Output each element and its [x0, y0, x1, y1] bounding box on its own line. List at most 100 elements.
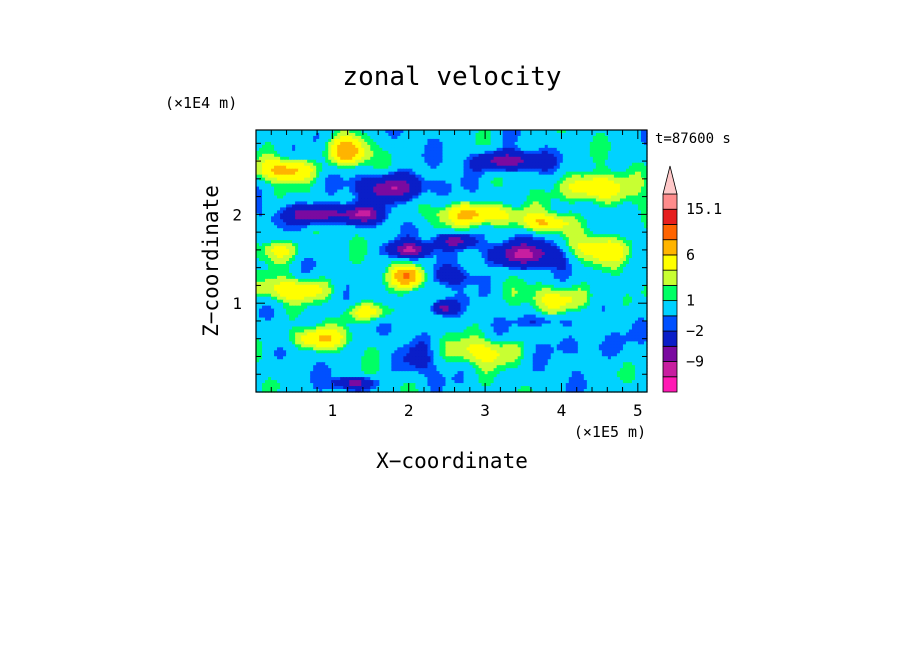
- heatmap-cell: [277, 192, 281, 197]
- heatmap-cell: [397, 144, 401, 149]
- heatmap-cell: [322, 192, 326, 197]
- heatmap-cell: [301, 168, 305, 173]
- heatmap-cell: [556, 231, 561, 235]
- heatmap-cell: [391, 159, 395, 164]
- heatmap-cell: [556, 237, 561, 241]
- heatmap-cell: [325, 195, 329, 200]
- heatmap-cell: [541, 219, 546, 223]
- heatmap-cell: [589, 141, 594, 146]
- heatmap-cell: [364, 130, 368, 134]
- heatmap-cell: [391, 144, 395, 149]
- heatmap-cell: [274, 165, 278, 170]
- heatmap-cell: [574, 216, 579, 220]
- heatmap-cell: [427, 216, 432, 220]
- heatmap-cell: [277, 207, 281, 211]
- heatmap-cell: [589, 174, 594, 179]
- heatmap-cell: [610, 135, 615, 140]
- heatmap-cell: [322, 141, 326, 146]
- heatmap-cell: [310, 180, 314, 185]
- heatmap-cell: [457, 192, 462, 197]
- heatmap-cell: [382, 216, 386, 220]
- heatmap-cell: [355, 177, 359, 182]
- heatmap-cell: [478, 150, 483, 155]
- heatmap-cell: [586, 204, 591, 209]
- heatmap-cell: [619, 156, 624, 161]
- heatmap-cell: [586, 138, 591, 143]
- heatmap-cell: [445, 237, 450, 241]
- heatmap-cell: [310, 219, 314, 223]
- heatmap-cell: [604, 156, 609, 161]
- heatmap-cell: [397, 162, 401, 167]
- heatmap-cell: [403, 192, 407, 197]
- heatmap-cell: [256, 156, 260, 161]
- heatmap-cell: [619, 210, 624, 214]
- heatmap-cell: [511, 165, 516, 170]
- heatmap-cell: [388, 222, 392, 226]
- heatmap-cell: [421, 171, 426, 176]
- heatmap-cell: [511, 135, 516, 140]
- heatmap-cell: [259, 171, 263, 176]
- heatmap-cell: [310, 135, 314, 140]
- heatmap-cell: [376, 204, 380, 209]
- heatmap-cell: [265, 180, 269, 185]
- heatmap-cell: [496, 237, 501, 241]
- heatmap-cell: [430, 186, 435, 191]
- heatmap-cell: [454, 198, 459, 203]
- heatmap-cell: [385, 138, 389, 143]
- heatmap-cell: [400, 141, 404, 146]
- heatmap-cell: [607, 189, 612, 194]
- heatmap-cell: [313, 141, 317, 146]
- heatmap-cell: [541, 183, 546, 188]
- heatmap-cell: [505, 177, 510, 182]
- heatmap-cell: [517, 174, 522, 179]
- heatmap-cell: [379, 219, 383, 223]
- heatmap-cell: [343, 147, 347, 152]
- heatmap-cell: [553, 225, 558, 229]
- heatmap-cell: [514, 189, 519, 194]
- heatmap-cell: [415, 141, 420, 146]
- heatmap-cell: [418, 168, 423, 173]
- heatmap-cell: [484, 138, 489, 143]
- heatmap-cell: [478, 177, 483, 182]
- heatmap-cell: [472, 150, 477, 155]
- heatmap-cell: [403, 150, 407, 155]
- heatmap-cell: [610, 132, 615, 137]
- heatmap-cell: [568, 192, 573, 197]
- heatmap-cell: [268, 147, 272, 152]
- heatmap-cell: [283, 198, 287, 203]
- heatmap-cell: [619, 183, 624, 188]
- heatmap-cell: [340, 171, 344, 176]
- heatmap-cell: [601, 213, 606, 217]
- heatmap-cell: [286, 210, 290, 214]
- heatmap-cell: [514, 234, 519, 238]
- heatmap-cell: [394, 153, 398, 158]
- heatmap-cell: [256, 150, 260, 155]
- heatmap-cell: [565, 240, 570, 244]
- heatmap-cell: [301, 132, 305, 137]
- heatmap-cell: [532, 237, 537, 241]
- heatmap-cell: [565, 195, 570, 200]
- heatmap-cell: [613, 240, 618, 244]
- heatmap-cell: [628, 130, 633, 134]
- heatmap-cell: [616, 150, 621, 155]
- heatmap-cell: [454, 207, 459, 211]
- heatmap-cell: [349, 183, 353, 188]
- heatmap-cell: [574, 186, 579, 191]
- heatmap-cell: [382, 222, 386, 226]
- heatmap-cell: [346, 177, 350, 182]
- heatmap-cell: [403, 198, 407, 203]
- heatmap-cell: [490, 216, 495, 220]
- heatmap-cell: [619, 132, 624, 137]
- heatmap-cell: [556, 177, 561, 182]
- heatmap-cell: [325, 231, 329, 235]
- heatmap-cell: [580, 138, 585, 143]
- heatmap-cell: [355, 144, 359, 149]
- heatmap-cell: [574, 177, 579, 182]
- heatmap-cell: [613, 210, 618, 214]
- heatmap-cell: [454, 210, 459, 214]
- heatmap-cell: [628, 231, 633, 235]
- heatmap-cell: [382, 162, 386, 167]
- heatmap-cell: [274, 231, 278, 235]
- heatmap-cell: [505, 210, 510, 214]
- heatmap-cell: [346, 150, 350, 155]
